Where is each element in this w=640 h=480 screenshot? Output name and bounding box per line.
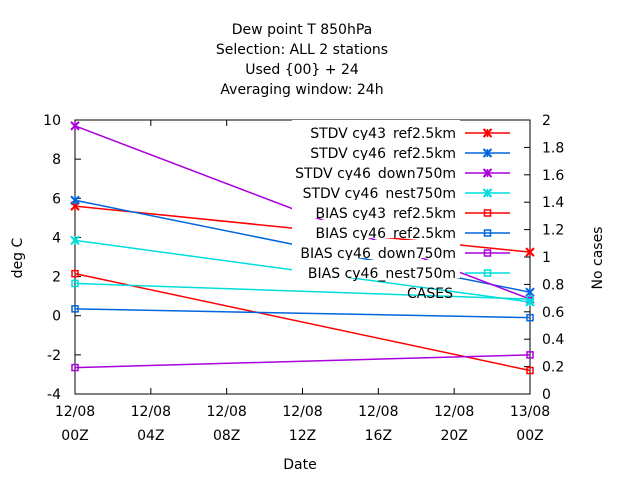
- title-line: Selection: ALL 2 stations: [216, 42, 388, 58]
- data-point: [71, 363, 79, 372]
- y-tick-label: -2: [47, 348, 61, 364]
- legend: STDV cy43_ref2.5km STDV cy46_ref2.5km STDV…: [292, 120, 510, 302]
- legend-swatch-marker: [483, 249, 492, 257]
- y2-tick-label: 1.6: [542, 168, 564, 184]
- data-point: [526, 366, 534, 375]
- y2-tick-label: 1.2: [542, 223, 564, 239]
- y-tick-label: 0: [52, 309, 61, 325]
- title-line: Averaging window: 24h: [220, 82, 383, 98]
- legend-label: STDV cy46_down750m: [295, 166, 456, 182]
- x-tick-label-date: 12/08: [434, 404, 474, 420]
- series-line: [74, 282, 531, 300]
- x-tick-label-hour: 00Z: [61, 428, 88, 444]
- x-tick-label-hour: 12Z: [289, 428, 316, 444]
- data-point: [526, 295, 534, 303]
- y-axis-label: deg C: [10, 237, 26, 278]
- legend-label: BIAS cy46_ref2.5km: [316, 226, 456, 242]
- legend-label-bg: [292, 260, 460, 278]
- y2-tick-label: 0.8: [542, 277, 564, 293]
- legend-swatch-marker: [483, 269, 492, 277]
- x-tick-label-hour: 16Z: [365, 428, 392, 444]
- y2-tick-label: 0.4: [542, 332, 564, 348]
- y-tick-label: 8: [52, 152, 61, 168]
- legend-swatch-marker: [482, 168, 493, 178]
- legend-label-bg: [292, 120, 460, 138]
- legend-label-bg: [292, 180, 460, 198]
- legend-swatch-marker: [483, 229, 492, 237]
- y-tick-label: 4: [52, 230, 61, 246]
- data-point: [525, 287, 535, 297]
- y2-tick-label: 0.6: [542, 305, 564, 321]
- legend-cases-label: CASES: [407, 286, 453, 302]
- data-point: [71, 279, 79, 288]
- legend-swatch-marker: [482, 188, 493, 198]
- data-point: [526, 351, 534, 359]
- y-tick-label: -4: [47, 387, 61, 403]
- data-point: [70, 235, 80, 246]
- series-line: [74, 308, 531, 319]
- y2-tick-label: 1.8: [542, 140, 564, 156]
- data-point: [525, 247, 535, 257]
- x-tick-label-date: 13/08: [510, 404, 550, 420]
- x-tick-label-hour: 20Z: [440, 428, 467, 444]
- y2-tick-label: 0: [542, 387, 551, 403]
- x-axis: 12/08 00Z 12/08 04Z 12/08 08Z 12/08 12Z 12/08 16Z…: [55, 120, 550, 444]
- series-5: [71, 305, 534, 322]
- x-tick-label-hour: 08Z: [213, 428, 240, 444]
- legend-label-bg: [292, 240, 460, 258]
- legend-swatch-marker: [483, 209, 492, 217]
- x-tick-label-date: 12/08: [282, 404, 322, 420]
- legend-swatch-marker: [482, 148, 493, 158]
- data-point: [71, 269, 79, 278]
- y2-axis: 0 0.2 0.4 0.6 0.8 1 1.2 1.4 1.6 1.8 2: [524, 113, 564, 403]
- title-line: Used {00} + 24: [245, 62, 359, 78]
- legend-label: BIAS cy46_nest750m: [308, 266, 456, 282]
- x-tick-label-date: 12/08: [55, 404, 95, 420]
- legend-label-bg: [292, 220, 460, 238]
- data-point: [70, 121, 80, 131]
- series-line: [74, 354, 531, 369]
- y2-tick-label: 1: [542, 250, 551, 266]
- legend-label: STDV cy46_nest750m: [303, 186, 456, 202]
- x-tick-label-date: 12/08: [131, 404, 171, 420]
- legend-label-bg: [292, 200, 460, 218]
- y2-tick-label: 2: [542, 113, 551, 129]
- legend-label: BIAS cy46_down750m: [300, 246, 456, 262]
- x-axis-label: Date: [283, 457, 316, 473]
- x-tick-label-date: 12/08: [206, 404, 246, 420]
- chart-title: Dew point T 850hPa Selection: ALL 2 stati…: [216, 22, 388, 98]
- y-tick-label: 10: [43, 113, 61, 129]
- y2-axis-label: No cases: [590, 227, 606, 290]
- legend-label: STDV cy43_ref2.5km: [310, 126, 456, 142]
- legend-label: BIAS cy43_ref2.5km: [316, 206, 456, 222]
- series-7: [71, 279, 534, 303]
- data-point: [526, 313, 534, 322]
- legend-label: STDV cy46_ref2.5km: [310, 146, 456, 162]
- series-6: [71, 351, 534, 372]
- y2-tick-label: 1.4: [542, 195, 564, 211]
- legend-label-bg: [292, 160, 460, 178]
- title-line: Dew point T 850hPa: [232, 22, 372, 38]
- x-tick-label-hour: 04Z: [137, 428, 164, 444]
- series-4: [71, 269, 534, 375]
- data-point: [70, 195, 80, 205]
- legend-label-bg: [292, 140, 460, 158]
- x-tick-label-hour: 00Z: [516, 428, 543, 444]
- legend-swatch-marker: [482, 128, 493, 138]
- series-line: [74, 272, 531, 372]
- data-point: [71, 305, 79, 313]
- y-tick-label: 2: [52, 270, 61, 286]
- y-tick-label: 6: [52, 191, 61, 207]
- x-tick-label-date: 12/08: [358, 404, 398, 420]
- y2-tick-label: 0.2: [542, 360, 564, 376]
